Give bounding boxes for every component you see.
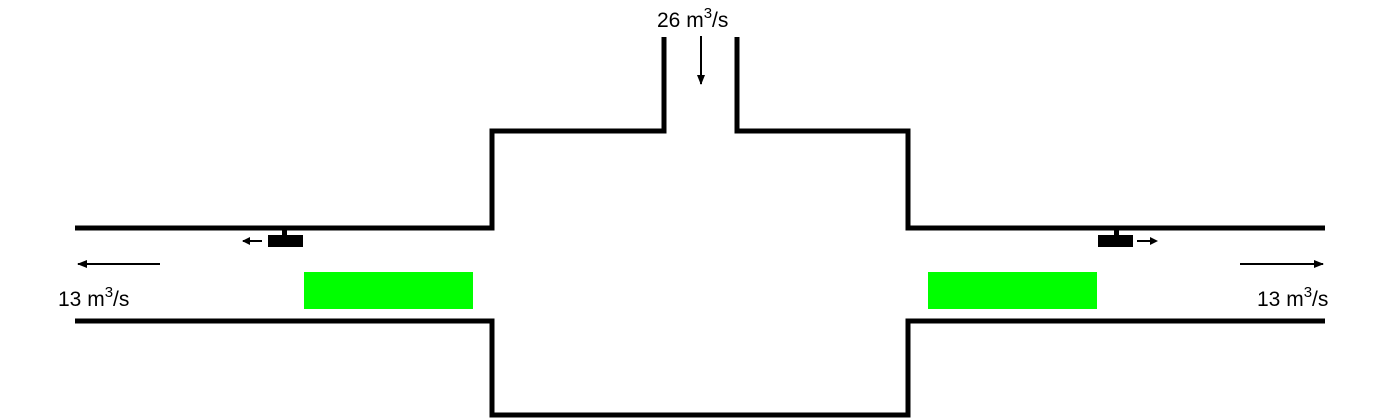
duct-upper-wall-right xyxy=(734,37,1325,231)
inlet-flow-unit: m xyxy=(686,9,704,32)
right-outlet-flow-unit: m xyxy=(1286,288,1304,311)
left-filter xyxy=(304,272,473,309)
right-outlet-flow-label: 13 m3/s xyxy=(1257,284,1328,311)
right-outlet-flow-exponent: 3 xyxy=(1304,284,1312,301)
inlet-flow-suffix: /s xyxy=(712,9,728,32)
right-outlet-flow-number: 13 xyxy=(1257,288,1280,311)
left-outlet-flow-label: 13 m3/s xyxy=(58,284,129,311)
inlet-flow-number: 26 xyxy=(657,9,680,32)
left-outlet-flow-number: 13 xyxy=(58,288,81,311)
duct-lower-wall xyxy=(75,318,1325,418)
inlet-flow-exponent: 3 xyxy=(704,5,712,22)
left-outlet-flow-unit: m xyxy=(87,288,105,311)
right-fan xyxy=(1098,230,1158,247)
right-outlet-flow-suffix: /s xyxy=(1312,288,1328,311)
left-outlet-flow-suffix: /s xyxy=(113,288,129,311)
left-outlet-flow-exponent: 3 xyxy=(105,284,113,301)
left-fan xyxy=(242,230,303,247)
inlet-flow-label: 26 m3/s xyxy=(657,5,728,32)
duct-upper-wall xyxy=(75,37,667,231)
right-filter xyxy=(928,272,1097,309)
